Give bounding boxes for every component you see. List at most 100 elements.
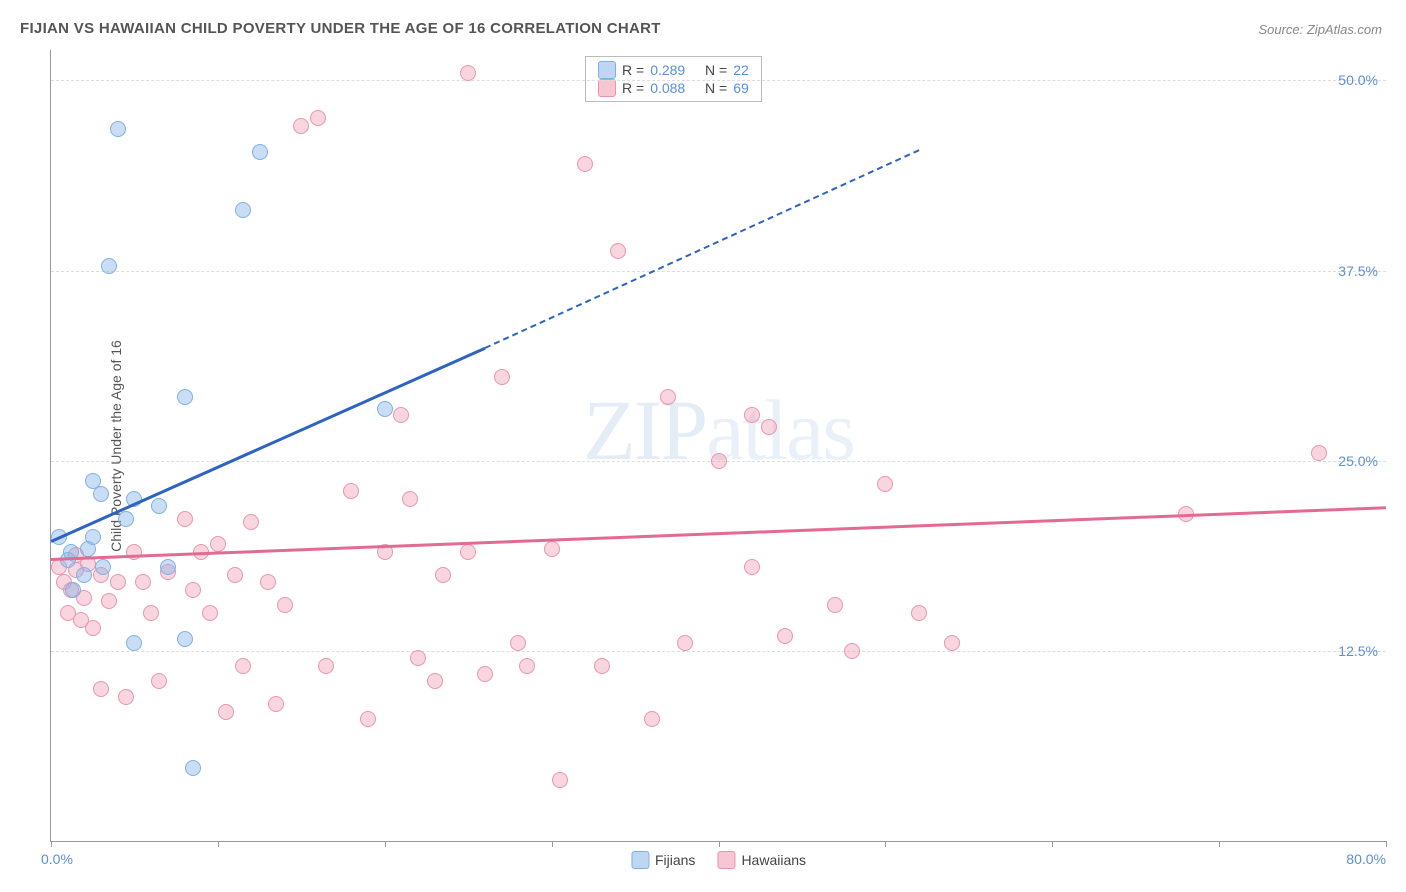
data-point-hawaiian [268, 696, 284, 712]
data-point-hawaiian [177, 511, 193, 527]
data-point-hawaiian [460, 65, 476, 81]
data-point-hawaiian [318, 658, 334, 674]
data-point-hawaiian [93, 681, 109, 697]
data-point-hawaiian [911, 605, 927, 621]
data-point-hawaiian [594, 658, 610, 674]
data-point-hawaiian [110, 574, 126, 590]
gridline [51, 271, 1386, 272]
data-point-hawaiian [827, 597, 843, 613]
data-point-hawaiian [393, 407, 409, 423]
data-point-hawaiian [644, 711, 660, 727]
data-point-fijian [252, 144, 268, 160]
data-point-hawaiian [126, 544, 142, 560]
plot-area: ZIPatlas R = 0.289 N = 22 R = 0.088 N = … [50, 50, 1386, 842]
legend-label-fijian: Fijians [655, 852, 695, 868]
data-point-hawaiian [218, 704, 234, 720]
data-point-fijian [65, 582, 81, 598]
data-point-fijian [185, 760, 201, 776]
data-point-hawaiian [844, 643, 860, 659]
data-point-hawaiian [210, 536, 226, 552]
gridline [51, 80, 1386, 81]
data-point-hawaiian [510, 635, 526, 651]
chart-title: FIJIAN VS HAWAIIAN CHILD POVERTY UNDER T… [20, 20, 661, 37]
data-point-hawaiian [118, 689, 134, 705]
data-point-hawaiian [235, 658, 251, 674]
x-tick [1052, 841, 1053, 847]
x-tick [552, 841, 553, 847]
data-point-hawaiian [360, 711, 376, 727]
n-label: N = [705, 80, 727, 96]
data-point-hawaiian [477, 666, 493, 682]
data-point-hawaiian [151, 673, 167, 689]
swatch-fijian [598, 61, 616, 79]
r-label: R = [622, 80, 644, 96]
data-point-hawaiian [402, 491, 418, 507]
data-point-fijian [101, 258, 117, 274]
data-point-hawaiian [260, 574, 276, 590]
data-point-fijian [160, 559, 176, 575]
data-point-hawaiian [293, 118, 309, 134]
legend-row-hawaiian: R = 0.088 N = 69 [598, 79, 749, 97]
data-point-fijian [76, 567, 92, 583]
fijian-r-value: 0.289 [650, 62, 685, 78]
r-label: R = [622, 62, 644, 78]
legend-label-hawaiian: Hawaiians [741, 852, 806, 868]
data-point-hawaiian [427, 673, 443, 689]
data-point-hawaiian [135, 574, 151, 590]
source-prefix: Source: [1258, 22, 1306, 37]
x-tick [218, 841, 219, 847]
data-point-hawaiian [460, 544, 476, 560]
x-tick [1386, 841, 1387, 847]
data-point-fijian [110, 121, 126, 137]
hawaiian-r-value: 0.088 [650, 80, 685, 96]
data-point-hawaiian [85, 620, 101, 636]
data-point-hawaiian [610, 243, 626, 259]
x-tick [1219, 841, 1220, 847]
trend-line-fijian [50, 347, 485, 542]
data-point-hawaiian [202, 605, 218, 621]
data-point-hawaiian [761, 419, 777, 435]
gridline [51, 651, 1386, 652]
n-label: N = [705, 62, 727, 78]
data-point-hawaiian [744, 407, 760, 423]
x-tick [51, 841, 52, 847]
data-point-hawaiian [143, 605, 159, 621]
data-point-hawaiian [577, 156, 593, 172]
data-point-hawaiian [552, 772, 568, 788]
data-point-hawaiian [101, 593, 117, 609]
series-legend: Fijians Hawaiians [631, 851, 806, 869]
data-point-hawaiian [711, 453, 727, 469]
data-point-hawaiian [777, 628, 793, 644]
legend-item-fijian: Fijians [631, 851, 695, 869]
data-point-hawaiian [677, 635, 693, 651]
source-label: Source: ZipAtlas.com [1258, 22, 1382, 37]
y-tick-label: 12.5% [1338, 643, 1378, 659]
data-point-fijian [95, 559, 111, 575]
data-point-hawaiian [227, 567, 243, 583]
data-point-hawaiian [185, 582, 201, 598]
data-point-fijian [177, 389, 193, 405]
x-tick [885, 841, 886, 847]
source-name: ZipAtlas.com [1307, 22, 1382, 37]
data-point-fijian [126, 635, 142, 651]
x-tick [385, 841, 386, 847]
trend-line-fijian-extrapolated [484, 149, 919, 349]
y-tick-label: 37.5% [1338, 263, 1378, 279]
data-point-hawaiian [1311, 445, 1327, 461]
data-point-hawaiian [944, 635, 960, 651]
data-point-hawaiian [435, 567, 451, 583]
correlation-legend: R = 0.289 N = 22 R = 0.088 N = 69 [585, 56, 762, 102]
data-point-hawaiian [410, 650, 426, 666]
data-point-hawaiian [660, 389, 676, 405]
x-origin-label: 0.0% [41, 851, 73, 867]
data-point-hawaiian [744, 559, 760, 575]
swatch-hawaiian [598, 79, 616, 97]
data-point-fijian [93, 486, 109, 502]
x-tick [719, 841, 720, 847]
data-point-hawaiian [544, 541, 560, 557]
data-point-hawaiian [277, 597, 293, 613]
swatch-fijian [631, 851, 649, 869]
swatch-hawaiian [717, 851, 735, 869]
watermark-thin: atlas [706, 382, 854, 478]
data-point-fijian [85, 529, 101, 545]
